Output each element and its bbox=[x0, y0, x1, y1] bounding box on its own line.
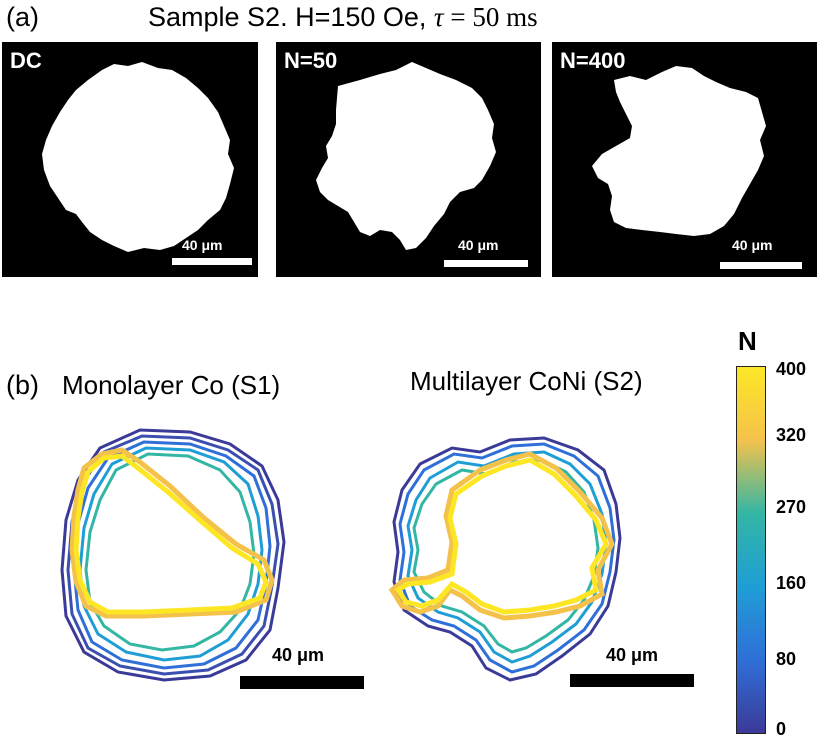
image-label-n400: N=400 bbox=[560, 48, 626, 73]
scale-label-s2: 40 μm bbox=[606, 645, 659, 665]
colorbar-gradient bbox=[736, 366, 766, 734]
domain-shape-dc bbox=[42, 62, 234, 252]
plot-title-s1: Monolayer Co (S1) bbox=[62, 370, 281, 400]
scale-bar-n400 bbox=[720, 262, 802, 269]
domain-shape-n50 bbox=[316, 62, 496, 250]
contour-plot-s1 bbox=[60, 428, 286, 682]
image-label-dc: DC bbox=[10, 48, 42, 73]
micrograph-n400: N=400 40 μm bbox=[552, 42, 817, 277]
plot-title-s2: Multilayer CoNi (S2) bbox=[410, 366, 643, 396]
colorbar-tick-400: 400 bbox=[776, 359, 807, 379]
scale-label-n50: 40 μm bbox=[458, 237, 499, 253]
panel-a-label: (a) bbox=[6, 2, 39, 32]
scale-bar-s1 bbox=[240, 676, 364, 689]
scale-bar-n50 bbox=[444, 260, 528, 267]
colorbar-tick-320: 320 bbox=[776, 425, 807, 445]
panel-a-title: Sample S2. H=150 Oe, τ = 50 ms bbox=[148, 4, 538, 31]
panel-a-title-tau: τ bbox=[433, 2, 444, 32]
image-label-n50: N=50 bbox=[284, 48, 338, 73]
micrograph-dc: DC 40 μm bbox=[2, 42, 258, 277]
scale-bar-dc bbox=[172, 258, 252, 265]
colorbar-tick-160: 160 bbox=[776, 573, 807, 593]
scale-label-n400: 40 μm bbox=[732, 237, 773, 253]
colorbar-tick-80: 80 bbox=[776, 649, 797, 669]
panel-b-label: (b) bbox=[6, 370, 39, 400]
contour-plot-s2 bbox=[388, 436, 622, 682]
micrograph-n50: N=50 40 μm bbox=[276, 42, 541, 277]
panel-a-title-prefix: Sample S2. H=150 Oe, bbox=[148, 2, 434, 32]
scale-bar-s2 bbox=[570, 674, 694, 687]
colorbar-tick-0: 0 bbox=[776, 719, 787, 739]
panel-a-title-eq: = 50 ms bbox=[443, 2, 538, 32]
colorbar-tick-270: 270 bbox=[776, 497, 807, 517]
domain-shape-n400 bbox=[592, 66, 766, 236]
scale-label-dc: 40 μm bbox=[182, 237, 223, 253]
colorbar-title: N bbox=[738, 326, 757, 356]
scale-label-s1: 40 μm bbox=[272, 645, 325, 665]
